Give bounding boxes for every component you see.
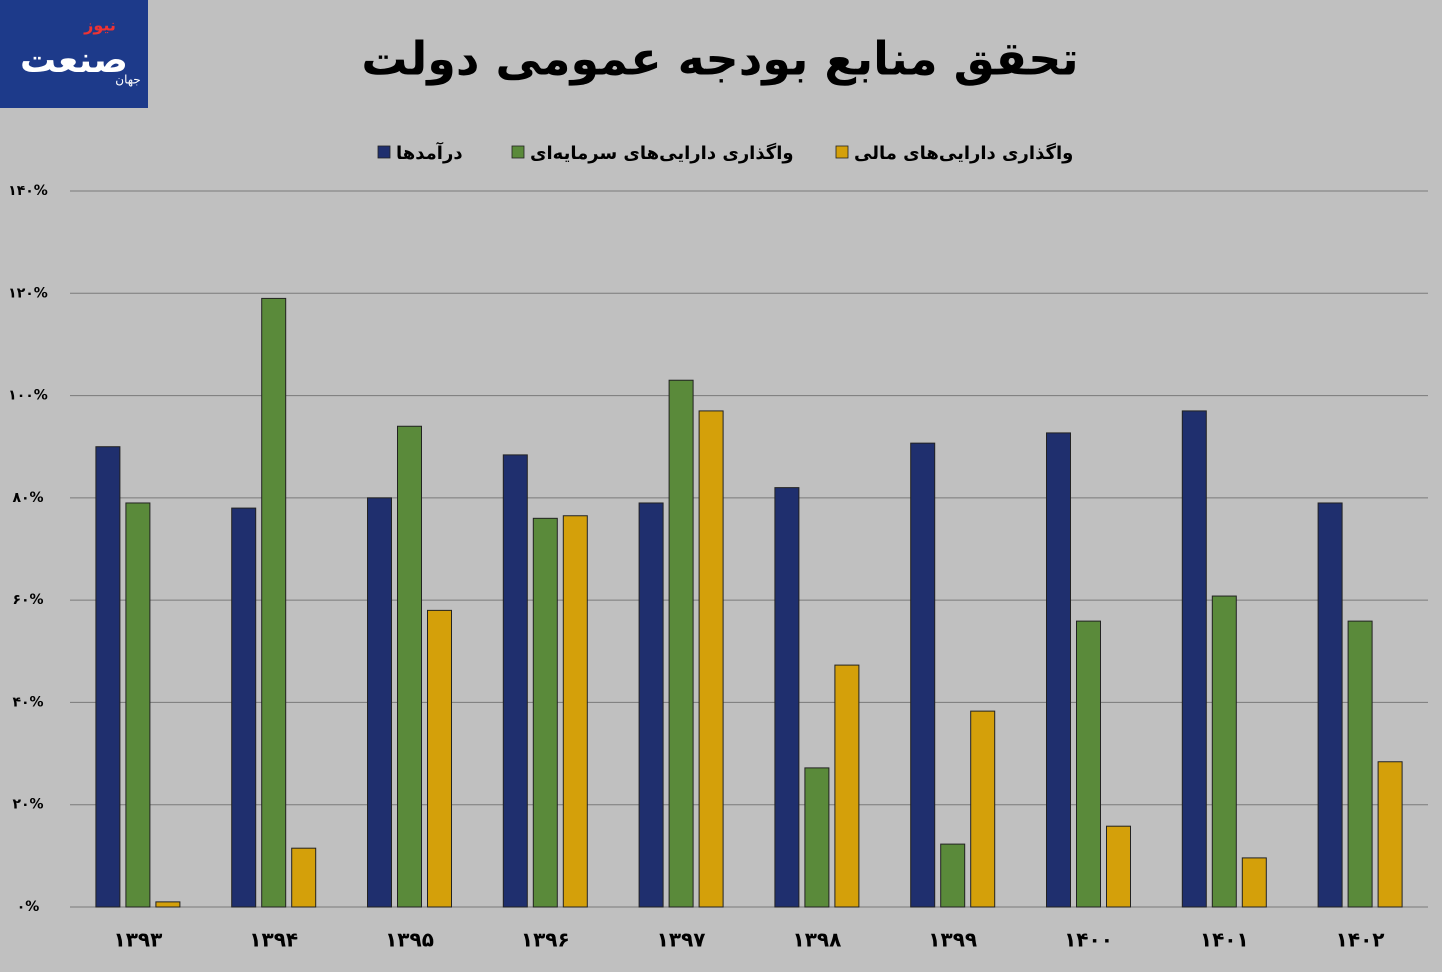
legend-swatch <box>377 145 391 159</box>
legend-label: واگذاری دارایی‌های سرمایه‌ای <box>530 142 794 164</box>
bar <box>804 767 830 908</box>
bar <box>367 497 392 908</box>
bar <box>668 379 694 908</box>
chart-title: تحقق منابع بودجه عمومی دولت <box>361 32 1078 86</box>
bar <box>1377 761 1403 908</box>
bar <box>774 487 800 908</box>
x-tick-label: ۱۳۹۹ <box>928 928 977 952</box>
x-tick-label: ۱۴۰۱ <box>1200 928 1249 952</box>
legend-label: درآمدها <box>396 141 463 164</box>
bar <box>562 515 588 908</box>
bar <box>1106 825 1131 908</box>
bar <box>940 843 966 908</box>
x-tick-label: ۱۳۹۵ <box>385 928 434 952</box>
y-tick-label: ۱۰۰% <box>8 388 48 404</box>
x-tick-label: ۱۴۰۲ <box>1336 928 1385 952</box>
y-tick-label: ۸۰% <box>12 490 43 506</box>
x-tick-label: ۱۳۹۳ <box>113 928 162 952</box>
bar <box>125 502 151 908</box>
bar <box>261 297 287 908</box>
bar <box>1317 502 1343 908</box>
bar <box>834 664 860 908</box>
x-tick-label: ۱۴۰۰ <box>1064 928 1113 952</box>
bar <box>1347 620 1373 908</box>
bar <box>970 710 996 908</box>
y-tick-label: ۱۴۰% <box>8 183 48 199</box>
y-tick-label: ۲۰% <box>12 797 43 813</box>
bar <box>1211 595 1237 908</box>
x-tick-label: ۱۳۹۷ <box>657 928 706 952</box>
bar <box>397 425 422 908</box>
y-tick-label: ۴۰% <box>12 694 43 710</box>
bar <box>1046 432 1071 908</box>
legend-swatch <box>511 145 525 159</box>
y-tick-label: ۱۲۰% <box>8 285 48 301</box>
legend-label: واگذاری دارایی‌های مالی <box>854 142 1073 164</box>
y-tick-label: ۰% <box>17 899 40 915</box>
bar <box>155 901 181 908</box>
bar <box>1076 620 1101 908</box>
logo-main: صنعت <box>20 40 128 81</box>
bar <box>502 454 528 908</box>
bar <box>1181 410 1207 908</box>
x-tick-label: ۱۳۹۸ <box>792 928 841 952</box>
logo-top: نیوز <box>83 16 116 35</box>
bar <box>427 609 452 908</box>
logo-box <box>0 0 148 108</box>
bar <box>532 517 558 908</box>
x-tick-label: ۱۳۹۴ <box>249 928 298 952</box>
bar <box>231 507 257 908</box>
legend-swatch <box>835 145 849 159</box>
bar <box>638 502 664 908</box>
bar <box>1241 857 1267 908</box>
bar <box>698 410 724 908</box>
bar <box>291 847 317 908</box>
bar <box>910 442 936 908</box>
logo-side: جهان <box>115 73 140 87</box>
y-tick-label: ۶۰% <box>12 592 43 608</box>
bar <box>95 446 121 908</box>
x-tick-label: ۱۳۹۶ <box>521 928 570 952</box>
